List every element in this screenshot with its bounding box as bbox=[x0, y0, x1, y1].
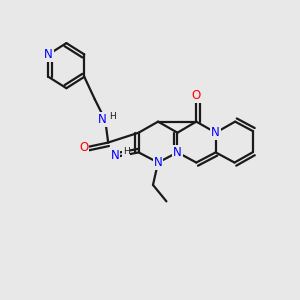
Text: N: N bbox=[110, 149, 119, 163]
Text: H: H bbox=[123, 147, 130, 156]
Text: N: N bbox=[211, 126, 220, 139]
Text: O: O bbox=[192, 88, 201, 102]
Text: H: H bbox=[109, 112, 116, 121]
Text: N: N bbox=[173, 146, 182, 159]
Text: N: N bbox=[44, 48, 53, 61]
Text: N: N bbox=[98, 113, 106, 126]
Text: N: N bbox=[154, 156, 162, 169]
Text: O: O bbox=[79, 140, 88, 154]
